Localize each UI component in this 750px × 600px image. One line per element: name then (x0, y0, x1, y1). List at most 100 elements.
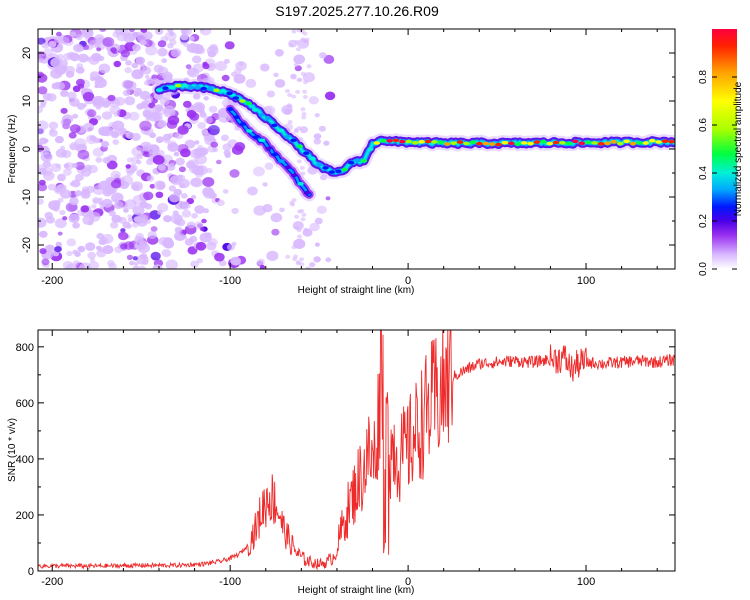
spectrogram-noise-blob (124, 96, 135, 105)
spectrogram-noise-blob (98, 239, 106, 245)
spectrogram-ridge-spot (585, 141, 591, 145)
spectrogram-ridge-spot (643, 141, 649, 145)
spectrogram-ridge-spot (291, 173, 297, 177)
spectrogram-noise-blob (201, 129, 208, 135)
spectrogram-ytick-label: 0 (21, 146, 33, 152)
spectrogram-ridge-spot (348, 161, 354, 165)
spectrogram-ridge-spot (579, 142, 585, 146)
spectrogram-noise-blob (209, 106, 218, 113)
spectrogram-noise-blob (179, 183, 185, 188)
spectrogram-noise-blob (253, 167, 265, 177)
spectrogram-noise-blob (201, 219, 207, 224)
spectrogram-noise-blob (76, 67, 85, 74)
spectrogram-noise-blob (294, 129, 299, 133)
spectrogram-noise-blob (163, 105, 174, 114)
spectrogram-noise-blob (59, 210, 65, 215)
spectrogram-noise-blob (196, 165, 208, 175)
spectrogram-noise-blob (296, 260, 301, 264)
spectrogram-noise-blob (191, 178, 203, 188)
spectrogram-ridge-spot (272, 153, 278, 157)
spectrogram-ridge-spot (438, 141, 444, 145)
spectrogram-ridge-spot (310, 157, 316, 161)
spectrogram-noise-blob (156, 192, 164, 198)
spectrogram-noise-blob (61, 152, 66, 156)
spectrogram-noise-blob (171, 48, 182, 57)
spectrogram-noise-blob (185, 238, 194, 245)
spectrogram-noise-blob (50, 58, 62, 68)
spectrogram-noise-blob (289, 43, 294, 47)
spectrogram-noise-blob (137, 154, 143, 159)
spectrogram-noise-blob (287, 93, 292, 97)
spectrogram-ridge-spot (406, 140, 412, 144)
spectrogram-ridge-spot (304, 191, 310, 195)
spectrogram-noise-blob (41, 152, 53, 162)
spectrogram-noise-blob (224, 59, 230, 64)
spectrogram-noise-blob (315, 113, 320, 117)
spectrogram-noise-blob (99, 64, 111, 74)
spectrogram-noise-blob (176, 233, 185, 240)
spectrogram-noise-blob (183, 101, 192, 108)
spectrogram-noise-blob (319, 52, 327, 58)
spectrogram-noise-blob (222, 75, 230, 81)
spectrogram-noise-blob (89, 40, 99, 48)
spectrogram-noise-blob (253, 205, 265, 215)
spectrogram-noise-blob (192, 56, 201, 64)
spectrogram-noise-blob (95, 157, 102, 163)
spectrogram-noise-blob (86, 57, 91, 61)
spectrogram-noise-blob (290, 74, 297, 80)
spectrogram-ridge-spot (655, 140, 661, 144)
spectrogram-noise-blob (317, 206, 327, 214)
spectrogram-ridge-spot (540, 140, 546, 144)
spectrogram-noise-blob (127, 255, 133, 260)
spectrogram-noise-blob (315, 218, 323, 225)
spectrogram-noise-blob (47, 93, 57, 101)
spectrogram-noise-blob (44, 139, 49, 143)
spectrogram-noise-blob (200, 227, 205, 231)
spectrogram-noise-blob (92, 96, 104, 106)
spectrogram-ridge-spot (194, 86, 200, 90)
spectrogram-ridge-spot (265, 147, 271, 151)
spectrogram-noise-blob (133, 206, 145, 216)
spectrogram-noise-blob (135, 233, 144, 240)
spectrogram-noise-blob (167, 143, 178, 152)
spectrogram-noise-blob (64, 163, 70, 168)
spectrogram-noise-blob (87, 109, 96, 117)
spectrogram-noise-blob (225, 41, 235, 49)
spectrogram-noise-blob (70, 31, 77, 37)
spectrogram-noise-blob (302, 112, 307, 116)
spectrogram-noise-blob (140, 253, 148, 259)
spectrogram-noise-blob (96, 47, 101, 51)
spectrogram-noise-blob (95, 76, 104, 83)
spectrogram-noise-blob (90, 77, 96, 82)
colorbar-tick-label: 0.8 (698, 70, 709, 84)
chart-title: S197.2025.277.10.26.R09 (275, 3, 439, 19)
snr-ytick-label: 400 (16, 454, 34, 466)
spectrogram-ridge-spot (285, 166, 291, 170)
spectrogram-noise-blob (54, 36, 63, 43)
spectrogram-noise-blob (153, 155, 165, 165)
spectrogram-ytick-label: 20 (21, 47, 33, 59)
spectrogram-noise-blob (204, 116, 213, 124)
spectrogram-noise-blob (194, 140, 199, 144)
spectrogram-noise-blob (183, 42, 189, 47)
spectrogram-ytick-label: -10 (21, 189, 33, 205)
spectrogram-noise-blob (112, 121, 124, 131)
spectrogram-noise-blob (217, 200, 225, 207)
spectrogram-noise-blob (134, 88, 142, 95)
spectrogram-ridge-spot (278, 129, 284, 133)
spectrogram-ridge-spot (636, 141, 642, 145)
spectrogram-noise-blob (227, 244, 235, 251)
spectrogram-noise-blob (296, 78, 301, 82)
spectrogram-ridge-spot (508, 142, 514, 146)
snr-xtick-label: 100 (577, 576, 595, 588)
spectrogram-ridge-spot (354, 159, 360, 163)
spectrogram-noise-blob (78, 150, 90, 160)
spectrogram-noise-blob (287, 103, 292, 107)
spectrogram-noise-blob (162, 249, 172, 257)
spectrogram-ridge-spot (617, 142, 623, 146)
spectrogram-noise-blob (62, 216, 67, 220)
spectrogram-noise-blob (55, 82, 60, 87)
spectrogram-noise-blob (225, 153, 231, 158)
spectrogram-ridge-spot (418, 140, 424, 144)
spectrogram-ridge-spot (239, 99, 245, 103)
